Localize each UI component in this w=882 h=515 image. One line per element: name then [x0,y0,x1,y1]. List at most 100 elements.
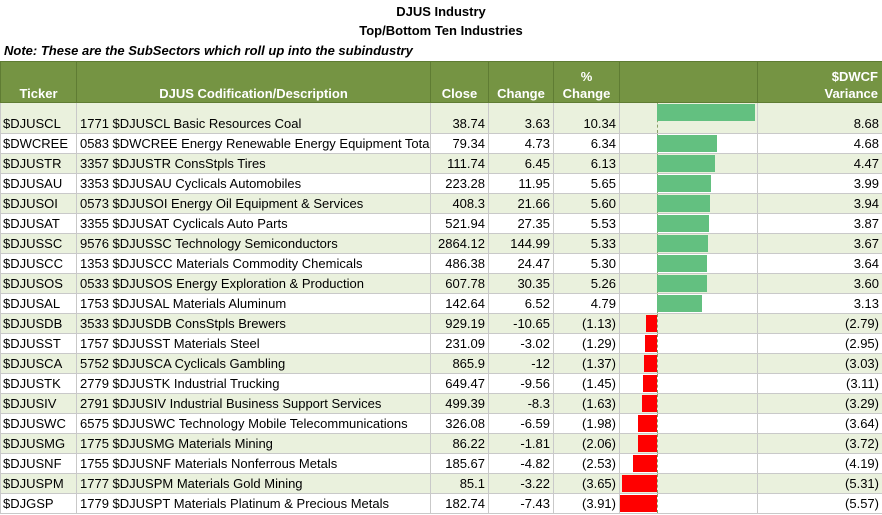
ticker-cell[interactable]: $DJUSSC [0,233,77,254]
table-row[interactable]: $DJUSSC 9576 $DJUSSC Technology Semicondu… [0,233,882,254]
pct-change-cell[interactable]: (3.91) [553,493,620,514]
variance-cell[interactable]: (2.79) [757,313,882,334]
table-row[interactable]: $DJUSTK 2779 $DJUSTK Industrial Trucking 6… [0,373,882,394]
change-cell[interactable]: -4.82 [488,453,554,474]
table-row[interactable]: $DJUSOS 0533 $DJUSOS Energy Exploration &… [0,273,882,294]
description-cell[interactable]: 1771 $DJUSCL Basic Resources Coal [76,102,431,134]
variance-cell[interactable]: (2.95) [757,333,882,354]
close-cell[interactable]: 231.09 [430,333,489,354]
pct-change-cell[interactable]: (2.53) [553,453,620,474]
table-row[interactable]: $DJUSCL 1771 $DJUSCL Basic Resources Coal… [0,102,882,134]
change-cell[interactable]: -8.3 [488,393,554,414]
pct-change-cell[interactable]: 6.13 [553,153,620,174]
ticker-cell[interactable]: $DWCREE [0,133,77,154]
pct-change-cell[interactable]: (1.63) [553,393,620,414]
description-cell[interactable]: 1775 $DJUSMG Materials Mining [76,433,431,454]
ticker-cell[interactable]: $DJUSWC [0,413,77,434]
ticker-cell[interactable]: $DJUSCA [0,353,77,374]
change-cell[interactable]: 144.99 [488,233,554,254]
table-row[interactable]: $DJUSTR 3357 $DJUSTR ConsStpls Tires 111.7… [0,153,882,174]
variance-cell[interactable]: 3.94 [757,193,882,214]
ticker-cell[interactable]: $DJUSPM [0,473,77,494]
pct-change-cell[interactable]: (1.45) [553,373,620,394]
close-cell[interactable]: 607.78 [430,273,489,294]
table-row[interactable]: $DJUSDB 3533 $DJUSDB ConsStpls Brewers 929… [0,313,882,334]
table-row[interactable]: $DJUSCC 1353 $DJUSCC Materials Commodity … [0,253,882,274]
pct-change-cell[interactable]: 5.65 [553,173,620,194]
header-pct-change[interactable]: % Change [553,61,620,103]
close-cell[interactable]: 185.67 [430,453,489,474]
close-cell[interactable]: 142.64 [430,293,489,314]
description-cell[interactable]: 2791 $DJUSIV Industrial Business Support… [76,393,431,414]
change-cell[interactable]: -6.59 [488,413,554,434]
pct-change-cell[interactable]: (1.29) [553,333,620,354]
description-cell[interactable]: 3533 $DJUSDB ConsStpls Brewers [76,313,431,334]
variance-cell[interactable]: 3.87 [757,213,882,234]
ticker-cell[interactable]: $DJUSCC [0,253,77,274]
change-cell[interactable]: -1.81 [488,433,554,454]
description-cell[interactable]: 1755 $DJUSNF Materials Nonferrous Metals [76,453,431,474]
pct-change-cell[interactable]: 5.60 [553,193,620,214]
ticker-cell[interactable]: $DJUSAT [0,213,77,234]
variance-cell[interactable]: 3.99 [757,173,882,194]
close-cell[interactable]: 408.3 [430,193,489,214]
change-cell[interactable]: -7.43 [488,493,554,514]
ticker-cell[interactable]: $DJUSOI [0,193,77,214]
change-cell[interactable]: -3.02 [488,333,554,354]
table-row[interactable]: $DJUSPM 1777 $DJUSPM Materials Gold Minin… [0,473,882,494]
description-cell[interactable]: 5752 $DJUSCA Cyclicals Gambling [76,353,431,374]
table-row[interactable]: $DJUSAL 1753 $DJUSAL Materials Aluminum 14… [0,293,882,314]
description-cell[interactable]: 3355 $DJUSAT Cyclicals Auto Parts [76,213,431,234]
table-row[interactable]: $DJGSP 1779 $DJUSPT Materials Platinum & … [0,493,882,514]
table-row[interactable]: $DJUSWC 6575 $DJUSWC Technology Mobile Te… [0,413,882,434]
close-cell[interactable]: 486.38 [430,253,489,274]
close-cell[interactable]: 521.94 [430,213,489,234]
change-cell[interactable]: 27.35 [488,213,554,234]
description-cell[interactable]: 0583 $DWCREE Energy Renewable Energy Equ… [76,133,431,154]
description-cell[interactable]: 1757 $DJUSST Materials Steel [76,333,431,354]
variance-cell[interactable]: (3.11) [757,373,882,394]
description-cell[interactable]: 6575 $DJUSWC Technology Mobile Telecommu… [76,413,431,434]
description-cell[interactable]: 1753 $DJUSAL Materials Aluminum [76,293,431,314]
ticker-cell[interactable]: $DJUSAL [0,293,77,314]
close-cell[interactable]: 499.39 [430,393,489,414]
table-row[interactable]: $DJUSIV 2791 $DJUSIV Industrial Business … [0,393,882,414]
table-row[interactable]: $DJUSCA 5752 $DJUSCA Cyclicals Gambling 86… [0,353,882,374]
close-cell[interactable]: 326.08 [430,413,489,434]
ticker-cell[interactable]: $DJUSNF [0,453,77,474]
pct-change-cell[interactable]: (1.37) [553,353,620,374]
variance-cell[interactable]: 3.67 [757,233,882,254]
pct-change-cell[interactable]: (1.13) [553,313,620,334]
ticker-cell[interactable]: $DJUSST [0,333,77,354]
table-row[interactable]: $DWCREE 0583 $DWCREE Energy Renewable Ene… [0,133,882,154]
pct-change-cell[interactable]: 10.34 [553,102,620,134]
variance-cell[interactable]: (3.64) [757,413,882,434]
table-row[interactable]: $DJUSAT 3355 $DJUSAT Cyclicals Auto Parts… [0,213,882,234]
variance-cell[interactable]: (4.19) [757,453,882,474]
description-cell[interactable]: 2779 $DJUSTK Industrial Trucking [76,373,431,394]
header-description[interactable]: DJUS Codification/Description [76,61,431,103]
close-cell[interactable]: 2864.12 [430,233,489,254]
ticker-cell[interactable]: $DJUSCL [0,102,77,134]
header-change[interactable]: Change [488,61,554,103]
variance-cell[interactable]: 4.68 [757,133,882,154]
pct-change-cell[interactable]: (3.65) [553,473,620,494]
ticker-cell[interactable]: $DJGSP [0,493,77,514]
pct-change-cell[interactable]: (2.06) [553,433,620,454]
change-cell[interactable]: -9.56 [488,373,554,394]
variance-cell[interactable]: 4.47 [757,153,882,174]
pct-change-cell[interactable]: 4.79 [553,293,620,314]
change-cell[interactable]: 21.66 [488,193,554,214]
header-close[interactable]: Close [430,61,489,103]
close-cell[interactable]: 649.47 [430,373,489,394]
change-cell[interactable]: 24.47 [488,253,554,274]
variance-cell[interactable]: (5.57) [757,493,882,514]
variance-cell[interactable]: (5.31) [757,473,882,494]
variance-cell[interactable]: 3.13 [757,293,882,314]
pct-change-cell[interactable]: 5.53 [553,213,620,234]
change-cell[interactable]: -3.22 [488,473,554,494]
variance-cell[interactable]: (3.03) [757,353,882,374]
ticker-cell[interactable]: $DJUSDB [0,313,77,334]
description-cell[interactable]: 0533 $DJUSOS Energy Exploration & Produc… [76,273,431,294]
change-cell[interactable]: 11.95 [488,173,554,194]
